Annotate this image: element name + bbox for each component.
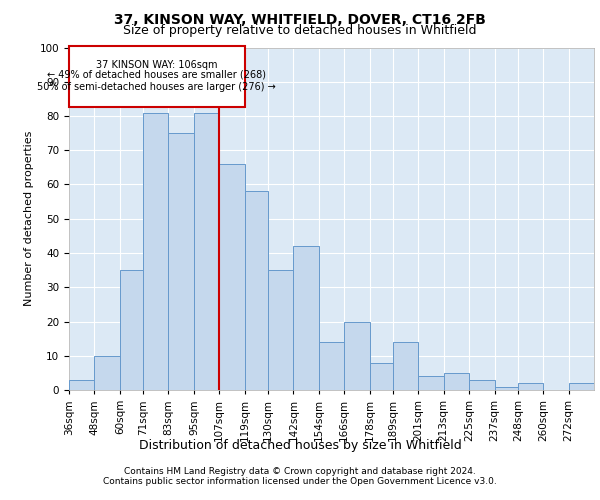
Bar [245, 192, 268, 390]
Bar [194, 112, 220, 390]
Text: 37 KINSON WAY: 106sqm: 37 KINSON WAY: 106sqm [96, 60, 218, 70]
Bar [220, 164, 245, 390]
Text: Contains public sector information licensed under the Open Government Licence v3: Contains public sector information licen… [103, 477, 497, 486]
Bar [418, 376, 443, 390]
Bar [393, 342, 418, 390]
Bar [120, 270, 143, 390]
Bar [569, 383, 594, 390]
Bar [169, 133, 194, 390]
Bar [518, 383, 543, 390]
Bar [344, 322, 370, 390]
Bar [370, 362, 393, 390]
Text: ← 49% of detached houses are smaller (268): ← 49% of detached houses are smaller (26… [47, 70, 266, 80]
Bar [494, 386, 518, 390]
Bar [443, 373, 469, 390]
Text: Contains HM Land Registry data © Crown copyright and database right 2024.: Contains HM Land Registry data © Crown c… [124, 467, 476, 476]
Text: Distribution of detached houses by size in Whitfield: Distribution of detached houses by size … [139, 440, 461, 452]
Bar [94, 356, 120, 390]
Bar [469, 380, 494, 390]
Bar [69, 380, 94, 390]
Y-axis label: Number of detached properties: Number of detached properties [24, 131, 34, 306]
Bar [268, 270, 293, 390]
Bar [319, 342, 344, 390]
Text: Size of property relative to detached houses in Whitfield: Size of property relative to detached ho… [123, 24, 477, 37]
Bar [143, 112, 169, 390]
FancyBboxPatch shape [69, 46, 245, 108]
Text: 37, KINSON WAY, WHITFIELD, DOVER, CT16 2FB: 37, KINSON WAY, WHITFIELD, DOVER, CT16 2… [114, 12, 486, 26]
Bar [293, 246, 319, 390]
Text: 50% of semi-detached houses are larger (276) →: 50% of semi-detached houses are larger (… [37, 82, 276, 92]
